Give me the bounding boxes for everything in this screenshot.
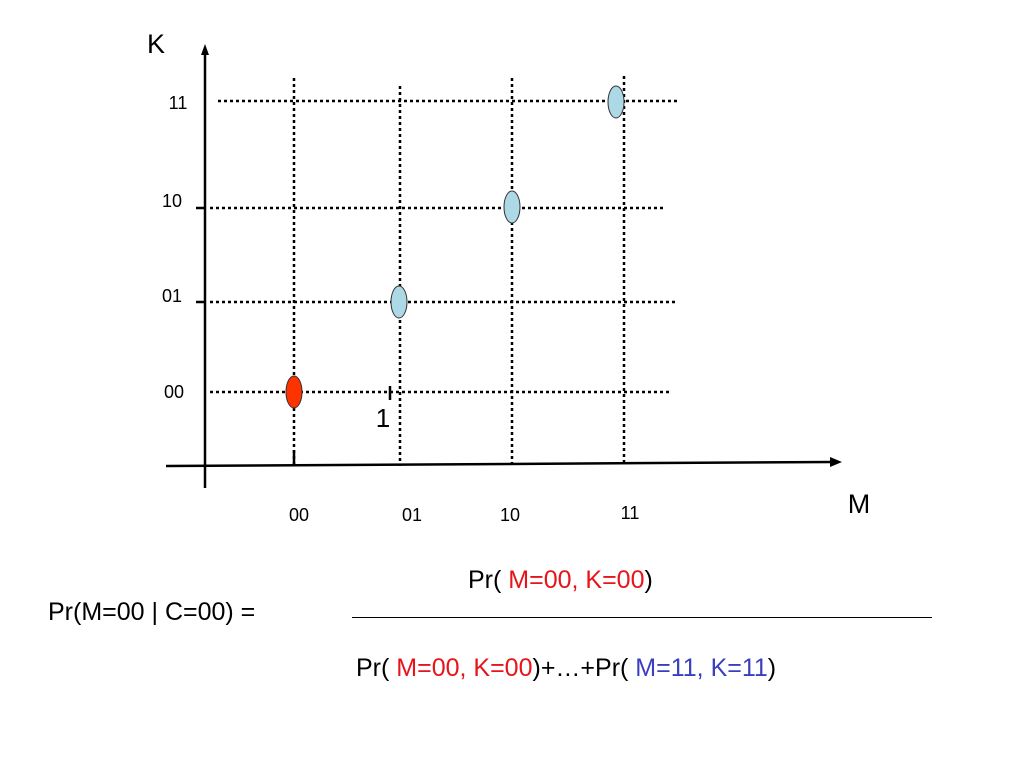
point-m11-k11 bbox=[607, 85, 625, 119]
numerator-prefix: Pr( bbox=[468, 566, 509, 594]
y-tick-label-10: 10 bbox=[162, 191, 182, 211]
annotation-label: 1 bbox=[376, 403, 390, 433]
grid-lines bbox=[210, 76, 680, 466]
x-axis-label: M bbox=[848, 489, 871, 519]
formula-denominator: Pr( M=00, K=00)+…+Pr( M=11, K=11) bbox=[356, 654, 776, 683]
x-tick-label-11: 11 bbox=[621, 503, 640, 523]
fraction-bar bbox=[352, 617, 932, 618]
denominator-middle: )+…+Pr( bbox=[532, 654, 636, 682]
x-tick-label-00: 00 bbox=[289, 505, 309, 525]
numerator-suffix: ) bbox=[644, 566, 653, 594]
denominator-highlight-last: M=11, K=11 bbox=[635, 654, 768, 682]
y-axis-arrow bbox=[201, 44, 209, 55]
point-m01-k01 bbox=[390, 285, 408, 319]
x-tick-label-01: 01 bbox=[402, 505, 422, 525]
denominator-prefix: Pr( bbox=[356, 654, 397, 682]
y-axis-label: K bbox=[147, 29, 165, 59]
x-axis-arrow bbox=[830, 457, 842, 467]
denominator-highlight-first: M=00, K=00 bbox=[396, 654, 533, 682]
numerator-highlight: M=00, K=00 bbox=[508, 566, 645, 594]
point-m00-k00 bbox=[285, 375, 303, 409]
denominator-suffix: ) bbox=[767, 654, 777, 682]
y-tick-label-00: 00 bbox=[164, 382, 184, 402]
point-m10-k10 bbox=[503, 190, 521, 224]
x-tick-label-10: 10 bbox=[500, 505, 520, 525]
formula-lhs: Pr(M=00 | C=00) = bbox=[48, 598, 256, 626]
formula-numerator: Pr( M=00, K=00) bbox=[468, 566, 653, 595]
y-tick-label-11: 11 bbox=[169, 93, 188, 113]
x-axis bbox=[165, 460, 833, 468]
mk-grid-diagram: K M 11 10 01 00 00 01 10 11 1 bbox=[147, 29, 871, 525]
y-tick-label-01: 01 bbox=[162, 286, 182, 306]
